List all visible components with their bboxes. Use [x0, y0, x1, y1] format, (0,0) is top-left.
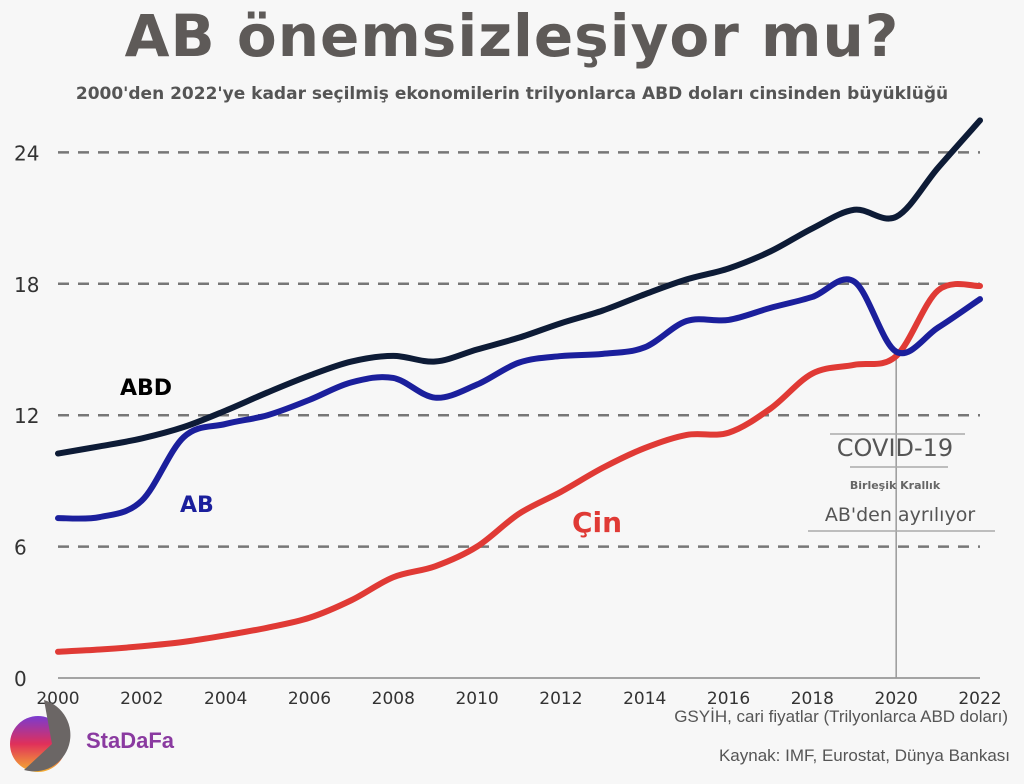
logo-icon [10, 700, 71, 772]
x-tick-label: 2008 [372, 689, 415, 709]
series-label: AB [180, 493, 214, 518]
series-line-abd [55, 117, 983, 457]
y-tick-label: 24 [14, 141, 39, 165]
series-line-cin [55, 281, 983, 655]
x-tick-label: 2022 [958, 689, 1001, 709]
chart-subtitle: 2000'den 2022'ye kadar seçilmiş ekonomil… [75, 84, 949, 104]
series-line-ab [55, 276, 983, 522]
x-tick-label: 2016 [707, 689, 750, 709]
x-axis-caption: GSYİH, cari fiyatlar (Trilyonlarca ABD d… [674, 707, 1008, 726]
brexit-annotation: AB'den ayrılıyor [824, 504, 976, 526]
y-tick-label: 18 [14, 273, 39, 297]
y-tick-label: 6 [14, 536, 27, 560]
x-tick-label: 2014 [623, 689, 666, 709]
chart-title: AB önemsizleşiyor mu? [124, 2, 900, 70]
x-tick-label: 2010 [455, 689, 498, 709]
series-label: ABD [120, 376, 172, 401]
y-tick-label: 12 [14, 404, 39, 428]
covid-annotation: COVID-19 [836, 434, 954, 462]
x-tick-label: 2004 [204, 689, 247, 709]
logo-text: StaDaFa [86, 728, 174, 754]
series-label: Çin [572, 506, 622, 539]
x-tick-label: 2012 [539, 689, 582, 709]
x-tick-label: 2020 [875, 689, 918, 709]
x-tick-label: 2018 [791, 689, 834, 709]
source-note: Kaynak: IMF, Eurostat, Dünya Bankası [718, 746, 1010, 765]
x-tick-label: 2002 [120, 689, 163, 709]
x-tick-label: 2006 [288, 689, 331, 709]
brexit-annotation-small: Birleşik Krallık [849, 479, 941, 492]
logo-name: StaDaFa [86, 728, 175, 753]
y-tick-label: 0 [14, 667, 27, 691]
